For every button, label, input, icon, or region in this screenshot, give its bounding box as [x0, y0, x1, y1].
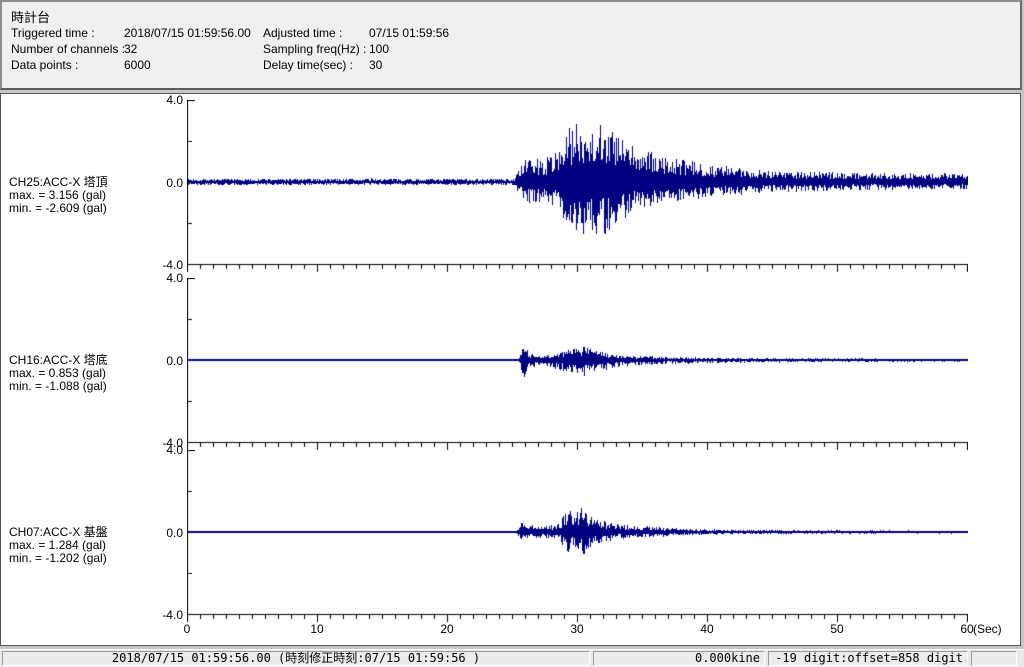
channel-min-value: min. = -1.202 (gal) [9, 551, 107, 565]
field-data-points: Data points : 6000 [11, 58, 151, 72]
x-tick-label-0: 0 [183, 622, 191, 636]
channel-min-value: min. = -1.088 (gal) [9, 379, 107, 393]
y-tick-label-top: 4.0 [166, 271, 183, 285]
data-points-value: 6000 [124, 58, 151, 72]
field-sampling-freq: Sampling freq(Hz) :100 [263, 42, 389, 56]
channel-min-value: min. = -2.609 (gal) [9, 201, 107, 215]
status-timestamp: 2018/07/15 01:59:56.00 (時刻修正時刻:07/15 01:… [2, 651, 590, 666]
y-tick-label-bottom: -4.0 [162, 436, 183, 450]
waveform-canvas-ch16 [187, 278, 968, 452]
status-empty-section [971, 651, 1017, 666]
channel-label: CH07:ACC-X 基盤 [9, 525, 108, 539]
waveform-canvas-ch07 [187, 450, 968, 624]
x-tick-label-10: 10 [310, 622, 324, 636]
field-triggered-time: Triggered time : 2018/07/15 01:59:56.00 [11, 26, 251, 40]
adjusted-time-value: 07/15 01:59:56 [369, 26, 450, 40]
status-digit-offset: -19 digit:offset=858 digit [768, 651, 968, 666]
waveform-plot-panel: CH25:ACC-X 塔頂 max. = 3.156 (gal) min. = … [0, 93, 1021, 646]
x-tick-label-50: 50 [830, 622, 844, 636]
data-points-label: Data points : [11, 58, 79, 72]
y-tick-label-zero: 0.0 [166, 526, 183, 540]
y-tick-label-zero: 0.0 [166, 176, 183, 190]
field-adjusted-time: Adjusted time : 07/15 01:59:56 [263, 26, 449, 40]
waveform-canvas-ch25 [187, 100, 968, 274]
x-tick-label-30: 30 [570, 622, 584, 636]
x-tick-label-20: 20 [440, 622, 454, 636]
status-kine-value: 0.000kine [593, 651, 765, 666]
number-of-channels-label: Number of channels : [11, 42, 126, 56]
y-tick-label-bottom: -4.0 [162, 258, 183, 272]
field-number-of-channels: Number of channels :32 [11, 42, 137, 56]
plot-ch16: CH16:ACC-X 塔底 max. = 0.853 (gal) min. = … [1, 271, 1018, 454]
channel-max-value: max. = 0.853 (gal) [9, 366, 107, 380]
status-bar: 2018/07/15 01:59:56.00 (時刻修正時刻:07/15 01:… [0, 649, 1024, 667]
window-title: 時計台 [11, 10, 51, 25]
header-info-panel: 時計台 Triggered time : 2018/07/15 01:59:56.… [0, 0, 1022, 90]
field-delay-time: Delay time(sec) : 30 [263, 58, 382, 72]
channel-max-value: max. = 3.156 (gal) [9, 188, 107, 202]
number-of-channels-value: 32 [124, 42, 138, 56]
channel-info-ch16: CH16:ACC-X 塔底 max. = 0.853 (gal) min. = … [9, 354, 181, 393]
plot-ch25: CH25:ACC-X 塔頂 max. = 3.156 (gal) min. = … [1, 93, 1018, 276]
channel-info-ch07: CH07:ACC-X 基盤 max. = 1.284 (gal) min. = … [9, 526, 181, 565]
plot-ch07: CH07:ACC-X 基盤 max. = 1.284 (gal) min. = … [1, 443, 1018, 626]
channel-label: CH16:ACC-X 塔底 [9, 353, 108, 367]
y-tick-label-zero: 0.0 [166, 354, 183, 368]
channel-max-value: max. = 1.284 (gal) [9, 538, 107, 552]
sampling-freq-label: Sampling freq(Hz) : [263, 42, 367, 56]
x-tick-label-40: 40 [700, 622, 714, 636]
channel-label: CH25:ACC-X 塔頂 [9, 175, 108, 189]
adjusted-time-label: Adjusted time : [263, 26, 343, 40]
x-axis-unit-label: (Sec) [973, 622, 1002, 636]
x-tick-label-60: 60 [960, 622, 974, 636]
delay-time-value: 30 [369, 58, 383, 72]
triggered-time-value: 2018/07/15 01:59:56.00 [124, 26, 251, 40]
x-axis-labels: 0 10 20 30 40 50 60 (Sec) [1, 622, 1018, 638]
channel-info-ch25: CH25:ACC-X 塔頂 max. = 3.156 (gal) min. = … [9, 176, 181, 215]
y-tick-label-top: 4.0 [166, 443, 183, 457]
delay-time-label: Delay time(sec) : [263, 58, 354, 72]
sampling-freq-value: 100 [369, 42, 390, 56]
y-tick-label-bottom: -4.0 [162, 608, 183, 622]
triggered-time-label: Triggered time : [11, 26, 95, 40]
y-tick-label-top: 4.0 [166, 93, 183, 107]
